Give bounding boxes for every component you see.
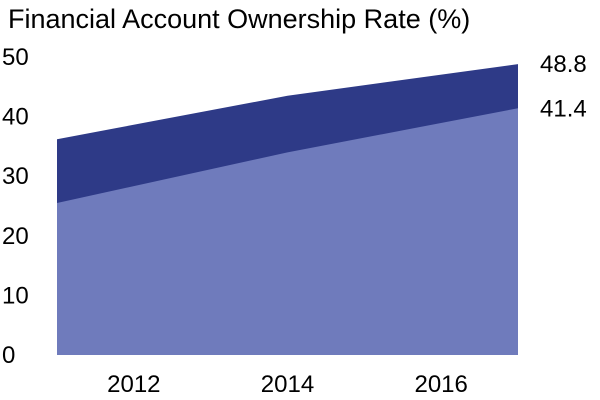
y-tick-label: 30 [2, 163, 29, 190]
x-tick-label: 2016 [414, 371, 467, 398]
y-tick-label: 50 [2, 44, 29, 71]
series-end-label-0: 48.8 [540, 51, 587, 78]
y-tick-label: 20 [2, 223, 29, 250]
y-tick-label: 40 [2, 104, 29, 131]
y-tick-label: 0 [2, 342, 15, 369]
x-axis-ticks: 2012 2014 2016 [107, 371, 468, 398]
series-area-1 [57, 108, 518, 355]
series-areas [57, 64, 518, 355]
series-end-labels: 48.8 41.4 [540, 51, 587, 122]
x-tick-label: 2012 [107, 371, 160, 398]
y-axis-ticks: 0 10 20 30 40 50 [2, 44, 29, 369]
y-tick-label: 10 [2, 282, 29, 309]
series-end-label-1: 41.4 [540, 95, 587, 122]
chart-title: Financial Account Ownership Rate (%) [8, 4, 470, 34]
x-tick-label: 2014 [261, 371, 314, 398]
